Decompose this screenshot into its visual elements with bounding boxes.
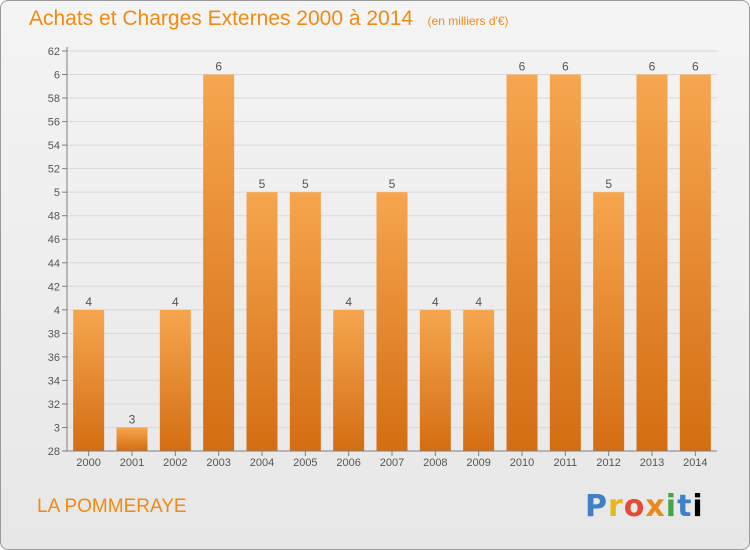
x-tick-label: 2002 <box>163 457 187 469</box>
y-tick-label: 3 <box>54 422 60 434</box>
data-label: 6 <box>215 60 222 74</box>
data-label: 5 <box>605 177 612 191</box>
bar-2005 <box>289 192 321 452</box>
data-label: 5 <box>259 177 266 191</box>
bar-2013 <box>636 74 668 451</box>
x-tick-label: 2001 <box>120 457 144 469</box>
title-line: Achats et Charges Externes 2000 à 2014 (… <box>29 7 509 31</box>
bar-2012 <box>593 192 625 452</box>
logo-letter: i <box>692 489 704 524</box>
chart-title: Achats et Charges Externes 2000 à 2014 <box>29 7 414 30</box>
logo-letter: P <box>585 489 608 524</box>
y-tick-label: 58 <box>48 93 60 105</box>
x-tick-label: 2007 <box>380 457 404 469</box>
bar-2007 <box>376 192 408 452</box>
data-label: 4 <box>475 295 482 309</box>
bar-2009 <box>463 309 495 451</box>
data-label: 6 <box>692 60 699 74</box>
y-tick-label: 38 <box>48 328 60 340</box>
x-tick-label: 2005 <box>293 457 317 469</box>
y-tick-label: 54 <box>48 140 60 152</box>
data-label: 5 <box>302 177 309 191</box>
y-tick-label: 6 <box>54 70 60 82</box>
x-tick-label: 2000 <box>76 457 100 469</box>
x-tick-label: 2009 <box>466 457 490 469</box>
bar-2004 <box>246 192 278 452</box>
bar-2003 <box>203 74 235 451</box>
x-tick-label: 2004 <box>250 457 274 469</box>
data-label: 6 <box>649 60 656 74</box>
y-axis-ticks: 28 3 32 34 36 38 4 42 44 46 48 5 52 54 56 58 6 62 <box>48 46 67 458</box>
y-tick-label: 34 <box>48 375 60 387</box>
x-tick-label: 2003 <box>206 457 230 469</box>
data-label: 4 <box>172 295 179 309</box>
bar-2000 <box>73 309 105 451</box>
logo-letter: x <box>645 489 666 524</box>
x-tick-label: 2012 <box>596 457 620 469</box>
y-tick-label: 42 <box>48 281 60 293</box>
x-tick-label: 2010 <box>510 457 534 469</box>
data-label: 3 <box>129 412 136 426</box>
logo-letter: t <box>677 489 693 524</box>
bar-2014 <box>679 74 711 451</box>
commune-name: LA POMMERAYE <box>37 496 187 517</box>
x-tick-label: 2014 <box>683 457 707 469</box>
data-label: 5 <box>389 177 396 191</box>
y-tick-label: 4 <box>54 305 60 317</box>
y-tick-label: 32 <box>48 399 60 411</box>
x-axis-ticks: 2000 2001 2002 2003 2004 2005 2006 2007 2008 2009… <box>76 451 708 469</box>
x-tick-label: 2006 <box>336 457 360 469</box>
y-tick-label: 5 <box>54 187 60 199</box>
x-tick-label: 2008 <box>423 457 447 469</box>
logo-letter: r <box>608 489 624 524</box>
bar-2006 <box>333 309 365 451</box>
proxiti-logo: Proxiti <box>585 489 704 524</box>
x-tick-label: 2013 <box>640 457 664 469</box>
logo-letter: o <box>623 489 646 524</box>
y-tick-label: 48 <box>48 211 60 223</box>
y-tick-label: 36 <box>48 352 60 364</box>
data-label: 6 <box>519 60 526 74</box>
bar-2008 <box>419 309 451 451</box>
data-label: 4 <box>345 295 352 309</box>
y-tick-label: 46 <box>48 234 60 246</box>
bars: 4 3 4 6 5 5 4 5 4 4 6 6 5 6 6 <box>73 60 711 452</box>
chart-unit: (en milliers d'€) <box>427 14 509 28</box>
y-tick-label: 52 <box>48 164 60 176</box>
x-tick-label: 2011 <box>554 457 578 469</box>
data-label: 4 <box>432 295 439 309</box>
y-tick-label: 28 <box>48 446 60 458</box>
bar-2001 <box>116 427 148 451</box>
data-label: 4 <box>85 295 92 309</box>
bar-2011 <box>549 74 581 451</box>
y-tick-label: 62 <box>48 46 60 58</box>
bar-2002 <box>159 309 191 451</box>
logo-letter: i <box>665 489 678 524</box>
y-tick-label: 56 <box>48 117 60 129</box>
data-label: 6 <box>562 60 569 74</box>
bar-2010 <box>506 74 538 451</box>
y-tick-label: 44 <box>48 258 60 270</box>
